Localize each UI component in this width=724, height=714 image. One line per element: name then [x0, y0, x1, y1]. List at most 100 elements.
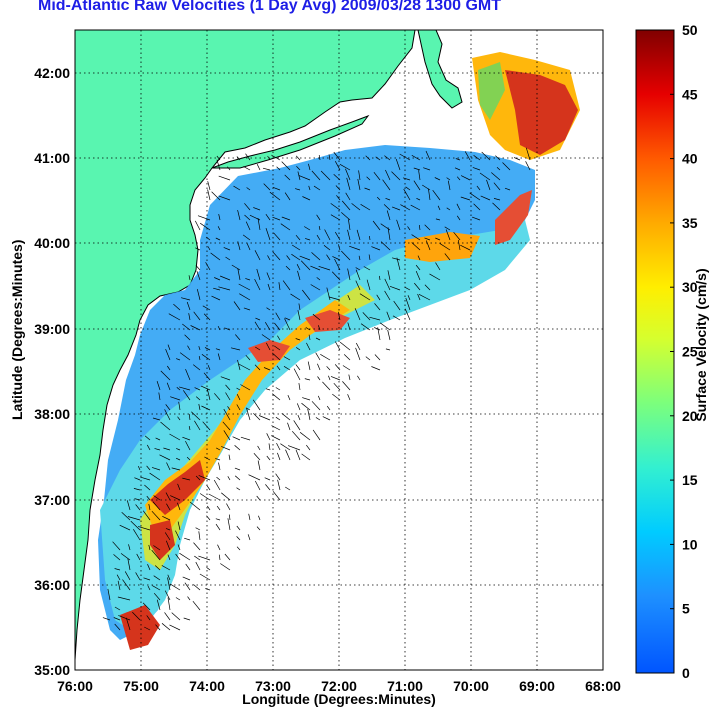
velocity-vector [201, 405, 211, 411]
velocity-vector [424, 224, 431, 231]
velocity-vector [179, 352, 191, 361]
land-cape-cod [417, 30, 463, 109]
velocity-vector [107, 588, 111, 601]
velocity-vector [396, 219, 401, 231]
velocity-vector [372, 220, 381, 231]
velocity-vector [392, 257, 401, 261]
velocity-vector [286, 255, 291, 261]
velocity-vector [316, 277, 321, 281]
velocity-vector [272, 216, 281, 221]
colorbar-tick-label: 35 [682, 215, 698, 231]
velocity-vector [238, 363, 251, 371]
velocity-vector [311, 252, 321, 261]
velocity-vector [215, 518, 221, 521]
velocity-vector [196, 289, 201, 301]
velocity-vector [334, 231, 341, 241]
velocity-vector [311, 401, 321, 411]
velocity-vector [252, 399, 261, 411]
y-axis-label: Latitude (Degrees:Minutes) [9, 239, 25, 420]
y-tick-label: 42:00 [34, 65, 70, 81]
velocity-vector [283, 356, 291, 361]
velocity-vector [142, 510, 151, 521]
velocity-vector [221, 492, 231, 501]
velocity-vector [126, 500, 131, 511]
velocity-vector [175, 457, 181, 461]
velocity-vector [216, 505, 221, 511]
velocity-vector [201, 354, 211, 361]
velocity-vector [263, 367, 271, 371]
velocity-vector [175, 553, 181, 561]
velocity-vector [414, 282, 421, 291]
velocity-vector [189, 501, 201, 511]
velocity-vector [444, 253, 451, 261]
velocity-vector [167, 577, 171, 591]
velocity-vector [159, 454, 171, 461]
velocity-vector [168, 313, 181, 321]
velocity-vector [491, 172, 501, 181]
velocity-vector [195, 475, 201, 481]
velocity-vector [164, 612, 171, 621]
velocity-vector [195, 265, 201, 271]
velocity-vector [464, 151, 471, 161]
velocity-vector [362, 312, 371, 321]
velocity-vector [240, 436, 251, 441]
velocity-vector [315, 417, 321, 421]
velocity-vector [151, 510, 161, 521]
velocity-vector [513, 157, 521, 161]
velocity-vector [284, 318, 291, 331]
velocity-vector [460, 244, 471, 251]
velocity-vector [207, 246, 211, 251]
y-tick-label: 39:00 [34, 321, 70, 337]
velocity-vector [355, 342, 361, 351]
velocity-vector [429, 273, 441, 281]
velocity-vector [114, 606, 121, 611]
x-tick-label: 72:00 [321, 678, 357, 694]
velocity-vector [247, 534, 251, 541]
velocity-vector [237, 359, 241, 371]
velocity-vector [179, 386, 191, 391]
velocity-vector [188, 275, 191, 281]
velocity-vector [469, 192, 481, 201]
velocity-vector [127, 516, 141, 521]
velocity-vector [444, 226, 451, 231]
velocity-vector [256, 268, 261, 281]
velocity-vector [299, 432, 311, 441]
velocity-vector [125, 617, 131, 631]
velocity-vector [253, 207, 261, 211]
velocity-vector [140, 476, 151, 481]
colorbar-label: Surface Velocity (cm/s) [693, 268, 709, 422]
velocity-vector [142, 602, 151, 611]
velocity-vector [297, 270, 301, 281]
velocity-vector [192, 600, 201, 611]
velocity-vector [415, 270, 421, 281]
velocity-vector [312, 313, 321, 321]
velocity-vector [265, 213, 271, 221]
velocity-vector [135, 504, 141, 511]
velocity-vector [227, 518, 231, 531]
velocity-vector [188, 414, 191, 421]
velocity-vector [318, 265, 331, 271]
velocity-vector [234, 445, 241, 451]
velocity-vector [207, 189, 211, 201]
velocity-vector [171, 467, 181, 471]
velocity-vector [256, 164, 261, 171]
velocity-vector [359, 293, 371, 301]
velocity-vector [215, 523, 221, 531]
velocity-vector [404, 308, 411, 321]
velocity-vector [310, 265, 321, 271]
velocity-vector [460, 196, 471, 201]
velocity-vector [342, 365, 351, 371]
velocity-vector [418, 170, 421, 181]
velocity-vector [257, 445, 261, 451]
velocity-vector [383, 204, 391, 211]
velocity-vector [186, 456, 191, 461]
velocity-vector [176, 387, 181, 391]
velocity-vector [167, 365, 171, 371]
velocity-vector [198, 531, 201, 541]
velocity-vector [268, 443, 271, 451]
colorbar-tick-label: 0 [682, 665, 690, 681]
velocity-vector [165, 348, 171, 361]
velocity-vector [114, 623, 121, 631]
velocity-vector [304, 378, 311, 381]
velocity-vector [445, 229, 451, 241]
